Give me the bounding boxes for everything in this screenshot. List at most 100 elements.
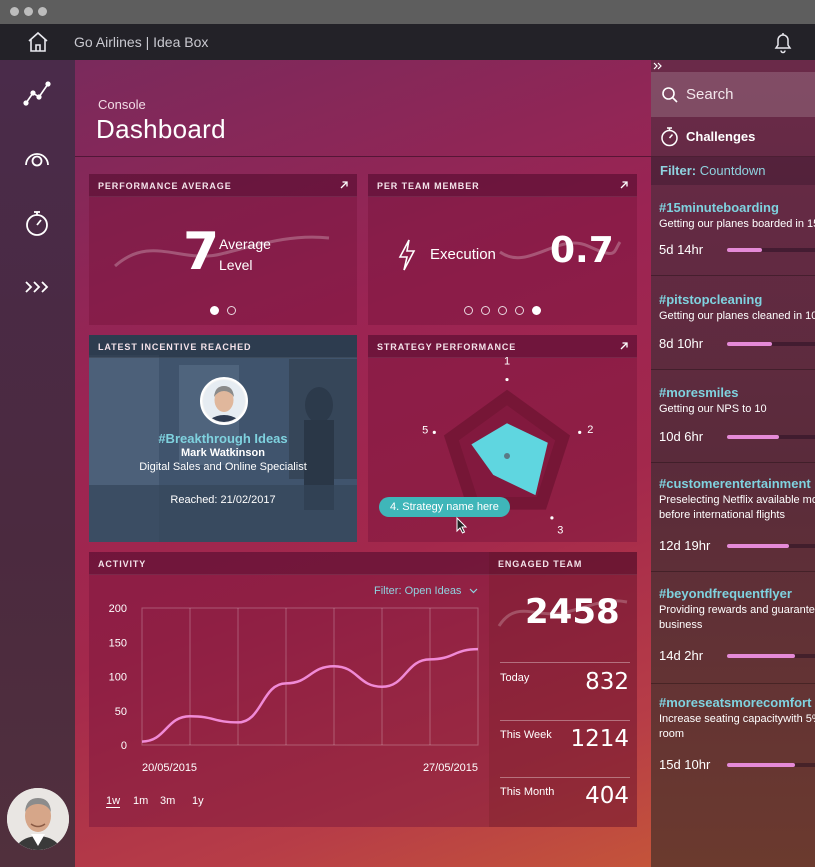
divider: [500, 720, 630, 721]
today-value: 832: [585, 669, 629, 695]
execution-label: Execution: [430, 246, 496, 263]
radar-axis-point: [578, 430, 582, 434]
window-minimize-dot[interactable]: [24, 7, 33, 16]
activity-line-chart: 0 50 100 150 200 20/05/2015 27/05/2015: [109, 603, 479, 774]
stopwatch-icon[interactable]: [22, 208, 52, 238]
challenge-progress-track: [727, 763, 815, 767]
challenge-description: Getting our planes cleaned in 10: [659, 310, 815, 322]
card-header: LATEST INCENTIVE REACHED: [89, 335, 357, 358]
challenge-progress-fill: [727, 248, 762, 252]
collapse-panel-icon[interactable]: [651, 60, 815, 72]
y-tick-label: 100: [109, 672, 127, 684]
pager-dot-1[interactable]: [464, 306, 473, 315]
challenges-header[interactable]: Challenges: [651, 117, 815, 157]
radar-center-point: [504, 453, 510, 459]
winner-avatar: [200, 377, 248, 425]
filter-label: Filter:: [374, 585, 402, 597]
challenge-description: Increase seating capacitywith 5% room: [659, 713, 815, 740]
y-tick-label: 200: [109, 603, 127, 615]
window-titlebar: [0, 0, 815, 24]
filter-value: Countdown: [699, 163, 766, 178]
user-avatar[interactable]: [7, 788, 69, 850]
range-button-1w[interactable]: 1w: [106, 795, 121, 808]
challenge-progress-fill: [727, 342, 772, 346]
challenges-panel: Search Challenges Filter: Countdown #15m…: [651, 60, 815, 867]
card-header: PER TEAM MEMBER: [368, 174, 637, 197]
target-icon[interactable]: [22, 144, 52, 174]
pager-dot-4[interactable]: [515, 306, 524, 315]
dashboard-main: Console Dashboard PERFORMANCE AVERAGE 7 …: [75, 60, 651, 867]
challenges-filter[interactable]: Filter: Countdown: [651, 157, 815, 185]
challenge-tag[interactable]: #pitstopcleaning: [659, 292, 763, 307]
challenge-tag[interactable]: #15minuteboarding: [659, 200, 779, 215]
challenge-countdown: 5d 14hr: [659, 242, 704, 257]
range-button-1m[interactable]: 1m: [133, 795, 149, 807]
range-button-3m[interactable]: 3m: [160, 795, 176, 807]
challenge-description: Preselecting Netflix available mo before…: [659, 494, 815, 521]
search-icon: [662, 87, 678, 103]
range-button-1y[interactable]: 1y: [192, 795, 204, 807]
left-nav: [0, 60, 75, 867]
pager-dot-1[interactable]: [210, 306, 219, 315]
trend-chart-icon[interactable]: [22, 78, 52, 108]
header-divider: [75, 156, 651, 157]
latest-incentive-card: LATEST INCENTIVE REACHED #Breakthrough I…: [89, 335, 357, 542]
radar-data-area: [471, 423, 548, 496]
challenge-countdown: 14d 2hr: [659, 648, 704, 663]
challenge-tag[interactable]: #moreseatsmorecomfort: [659, 695, 812, 710]
per-team-member-card: PER TEAM MEMBER Execution 0.7: [368, 174, 637, 325]
expand-icon[interactable]: [619, 341, 629, 351]
pager-dot-5[interactable]: [532, 306, 541, 315]
card-header: STRATEGY PERFORMANCE: [368, 335, 637, 358]
page-title: Dashboard: [96, 114, 226, 144]
window-close-dot[interactable]: [10, 7, 19, 16]
challenge-description: Getting our NPS to 10: [659, 403, 767, 415]
decorative-wave: [499, 241, 622, 260]
incentive-person-role: Digital Sales and Online Specialist: [139, 461, 307, 473]
pager-dot-2[interactable]: [227, 306, 236, 315]
this-week-value: 1214: [570, 726, 629, 752]
window-maximize-dot[interactable]: [38, 7, 47, 16]
app-header: Go Airlines | Idea Box: [0, 24, 815, 60]
filter-label: Filter:: [660, 163, 697, 178]
challenge-progress-track: [727, 248, 815, 252]
chevron-down-icon: [469, 588, 477, 594]
challenge-tag[interactable]: #customerentertainment: [659, 476, 811, 491]
radar-axis-label: 3: [557, 524, 563, 536]
challenge-progress-fill: [727, 435, 779, 439]
card-title: PER TEAM MEMBER: [377, 181, 480, 191]
challenges-title: Challenges: [686, 129, 756, 144]
x-tick-label: 20/05/2015: [142, 762, 197, 774]
engaged-team-card: ENGAGED TEAM 2458 Today 832 This Week 12…: [489, 552, 637, 827]
challenge-progress-track: [727, 342, 815, 346]
performance-value: 7: [183, 222, 220, 282]
challenge-tag[interactable]: #beyondfrequentflyer: [659, 586, 792, 601]
more-chevrons-icon[interactable]: [22, 272, 52, 302]
challenge-tag[interactable]: #moresmiles: [659, 385, 739, 400]
search-bar[interactable]: Search: [651, 72, 815, 117]
expand-icon[interactable]: [619, 180, 629, 190]
incentive-reached-date: Reached: 21/02/2017: [170, 494, 276, 506]
chart-plot-frame: [141, 607, 479, 746]
home-icon[interactable]: [26, 30, 50, 54]
pager-dot-2[interactable]: [481, 306, 490, 315]
pager-dot-3[interactable]: [498, 306, 507, 315]
challenge-progress-track: [727, 544, 815, 548]
card-title: STRATEGY PERFORMANCE: [377, 342, 517, 352]
radar-axis-label: 1: [504, 356, 510, 368]
bell-icon[interactable]: [772, 30, 794, 54]
radar-axis-point: [550, 516, 554, 520]
incentive-tag[interactable]: #Breakthrough Ideas: [158, 431, 288, 446]
expand-icon[interactable]: [339, 180, 349, 190]
filter-value: Open Ideas: [404, 585, 462, 597]
divider: [651, 275, 815, 276]
activity-filter[interactable]: Filter: Open Ideas: [374, 585, 478, 597]
challenge-progress-fill: [727, 763, 795, 767]
office-background-image: [89, 335, 357, 542]
y-tick-label: 0: [121, 740, 127, 752]
this-week-label: This Week: [500, 729, 552, 741]
y-tick-label: 150: [109, 637, 127, 649]
challenge-progress-track: [727, 435, 815, 439]
strategy-tooltip[interactable]: 4. Strategy name here: [379, 497, 510, 517]
challenge-description: Getting our planes boarded in 15: [659, 218, 815, 230]
